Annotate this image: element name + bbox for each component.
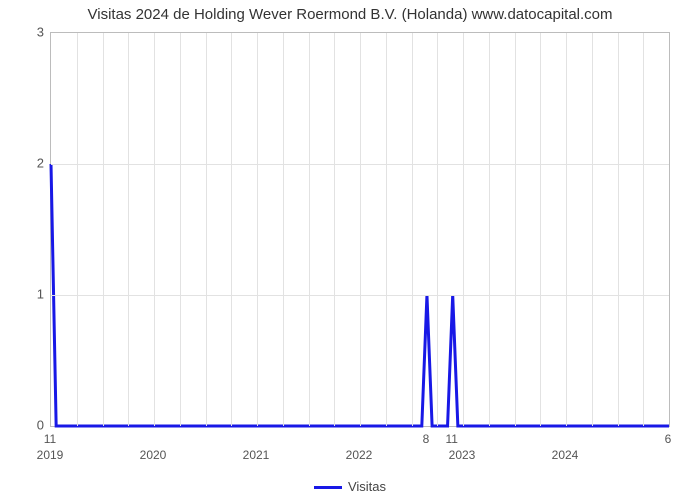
grid-line-v <box>489 33 490 426</box>
grid-line-v <box>257 33 258 426</box>
grid-line-v <box>412 33 413 426</box>
grid-line-v <box>643 33 644 426</box>
grid-line-v <box>309 33 310 426</box>
x-tick-label: 2019 <box>37 448 64 462</box>
y-tick-label: 2 <box>4 156 44 171</box>
grid-line-v <box>77 33 78 426</box>
legend-label: Visitas <box>348 479 386 494</box>
grid-line-v <box>154 33 155 426</box>
grid-line-v <box>283 33 284 426</box>
x-annotation: 6 <box>665 432 672 446</box>
x-tick-label: 2022 <box>346 448 373 462</box>
y-tick-label: 1 <box>4 287 44 302</box>
chart-title: Visitas 2024 de Holding Wever Roermond B… <box>0 6 700 23</box>
chart-container: Visitas 2024 de Holding Wever Roermond B… <box>0 0 700 500</box>
grid-line-v <box>360 33 361 426</box>
y-tick-label: 0 <box>4 418 44 433</box>
grid-line-v <box>515 33 516 426</box>
y-tick-label: 3 <box>4 25 44 40</box>
grid-line-v <box>180 33 181 426</box>
grid-line-v <box>566 33 567 426</box>
grid-line-v <box>386 33 387 426</box>
plot-area <box>50 32 670 427</box>
grid-line-v <box>334 33 335 426</box>
grid-line-v <box>463 33 464 426</box>
grid-line-v <box>540 33 541 426</box>
x-tick-label: 2024 <box>552 448 579 462</box>
x-tick-label: 2021 <box>243 448 270 462</box>
legend: Visitas <box>0 479 700 494</box>
x-tick-label: 2023 <box>449 448 476 462</box>
grid-line-v <box>437 33 438 426</box>
grid-line-v <box>618 33 619 426</box>
grid-line-v <box>103 33 104 426</box>
grid-line-v <box>231 33 232 426</box>
legend-swatch <box>314 486 342 489</box>
grid-line-v <box>592 33 593 426</box>
x-annotation: 8 <box>423 432 430 446</box>
grid-line-v <box>128 33 129 426</box>
grid-line-v <box>206 33 207 426</box>
x-annotation: 11 <box>44 432 56 446</box>
x-tick-label: 2020 <box>140 448 167 462</box>
x-annotation: 11 <box>445 432 457 446</box>
